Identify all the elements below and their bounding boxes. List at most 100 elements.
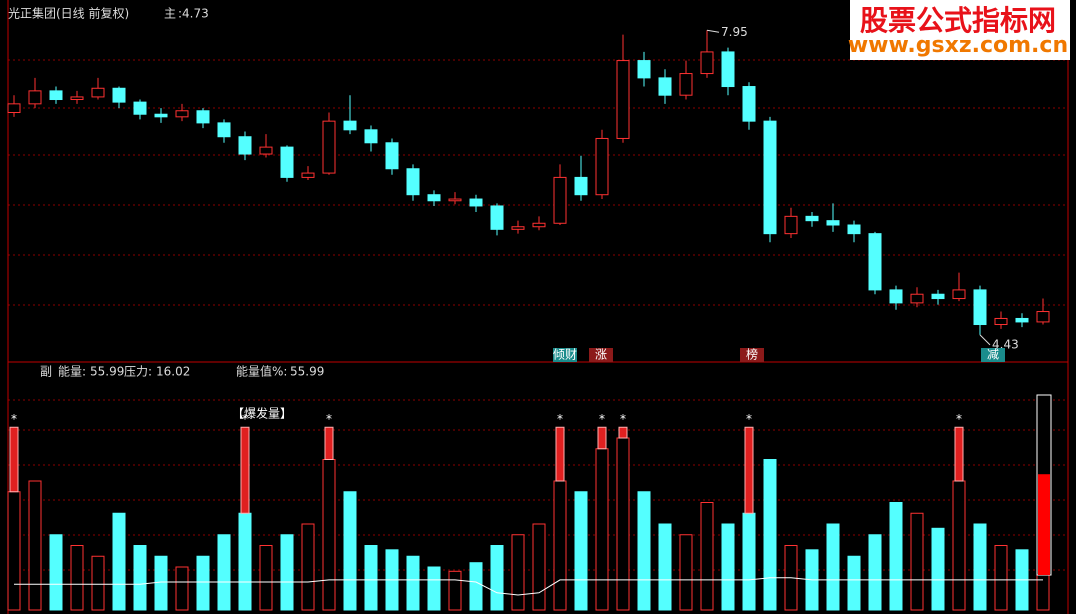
energy-bar <box>217 534 231 611</box>
candle-body <box>805 215 819 222</box>
energy-pct-label: 能量值%: <box>236 364 287 379</box>
energy-bar <box>364 545 378 611</box>
energy-bar <box>175 566 189 611</box>
candle-body <box>448 198 462 202</box>
candle-body <box>532 222 546 228</box>
energy-bar <box>448 570 462 611</box>
candle-body <box>112 87 126 103</box>
pressure-line <box>14 577 1043 596</box>
energy-bar <box>952 480 966 611</box>
burst-bar <box>555 426 565 482</box>
candle-body <box>238 136 252 155</box>
energy-bar <box>595 448 609 611</box>
energy-bar <box>259 545 273 611</box>
energy-bar <box>91 555 105 611</box>
energy-bar <box>28 480 42 611</box>
candle-body <box>175 110 189 118</box>
min-pointer <box>979 334 991 346</box>
energy-value: 55.99 <box>90 365 124 379</box>
candle-body <box>280 146 294 178</box>
energy-bar <box>280 534 294 611</box>
annotation-box <box>553 348 577 362</box>
burst-bar <box>9 426 19 493</box>
candle-body <box>952 289 966 300</box>
candle-body <box>7 103 21 113</box>
candle-body <box>553 176 567 224</box>
energy-bar <box>553 480 567 611</box>
energy-bar <box>154 555 168 611</box>
pressure-value: 16.02 <box>156 365 190 379</box>
burst-bar <box>240 426 250 514</box>
watermark-title: 股票公式指标网 <box>860 4 1056 37</box>
energy-bar <box>343 491 357 611</box>
energy-bar <box>616 437 630 611</box>
candle-body <box>49 90 63 101</box>
burst-bar <box>597 426 607 450</box>
candle-body <box>511 226 525 230</box>
grid <box>8 59 1068 571</box>
candle-body <box>322 120 336 174</box>
candle-body <box>133 101 147 115</box>
candle-body <box>994 317 1008 326</box>
energy-bar <box>931 527 945 611</box>
energy-bar <box>763 459 777 611</box>
energy-bar <box>469 562 483 611</box>
energy-bar <box>112 512 126 611</box>
candle-body <box>70 96 84 101</box>
max-label: 7.95 <box>721 25 748 39</box>
candle-body <box>910 293 924 304</box>
energy-bar <box>7 491 21 611</box>
energy-bar <box>511 534 525 611</box>
energy-pct-value: 55.99 <box>290 365 324 379</box>
energy-bar <box>679 534 693 611</box>
candle-body <box>406 168 420 196</box>
energy-bar <box>49 534 63 611</box>
energy-bar <box>322 459 336 611</box>
burst-bar <box>618 426 628 439</box>
energy-label: 能量: <box>58 365 86 379</box>
candle-body <box>868 233 882 291</box>
burst-marker: * <box>620 412 626 426</box>
candle-body <box>931 293 945 300</box>
candle-body <box>784 215 798 235</box>
candle-body <box>301 172 315 178</box>
burst-marker: * <box>746 412 752 426</box>
candle-body <box>364 129 378 144</box>
energy-bar <box>406 555 420 611</box>
candle-body <box>28 90 42 105</box>
energy-bar <box>70 545 84 611</box>
candle-body <box>490 205 504 230</box>
candle-body <box>154 113 168 118</box>
candle-body <box>616 60 630 139</box>
burst-marker: * <box>11 412 17 426</box>
energy-bar <box>910 512 924 611</box>
candle-body <box>343 120 357 131</box>
energy-bar <box>847 555 861 611</box>
gauge-fill <box>1038 474 1050 575</box>
burst-title: 【爆发量】 <box>232 406 292 421</box>
annotation: 榜 <box>746 347 758 362</box>
energy-bar <box>742 512 756 611</box>
candle-body <box>1015 317 1029 323</box>
burst-bar <box>954 426 964 482</box>
annotation: 涨 <box>595 347 607 362</box>
energy-bar <box>994 545 1008 611</box>
candle-body <box>658 77 672 96</box>
energy-bar <box>427 566 441 611</box>
energy-bar <box>826 523 840 611</box>
energy-bar <box>868 534 882 611</box>
main-value: :4.73 <box>178 7 209 21</box>
candle-body <box>427 194 441 202</box>
candle-body <box>679 73 693 96</box>
candle-body <box>721 51 735 88</box>
annotation: 减 <box>987 348 999 362</box>
annotation-box <box>981 348 1005 362</box>
candle-body <box>217 122 231 138</box>
energy-bar <box>637 491 651 611</box>
max-pointer <box>706 29 720 33</box>
energy-bar <box>973 523 987 611</box>
main-label: 主 <box>164 7 176 21</box>
candle-body <box>742 86 756 122</box>
candle-body <box>973 289 987 326</box>
candle-body <box>91 87 105 98</box>
